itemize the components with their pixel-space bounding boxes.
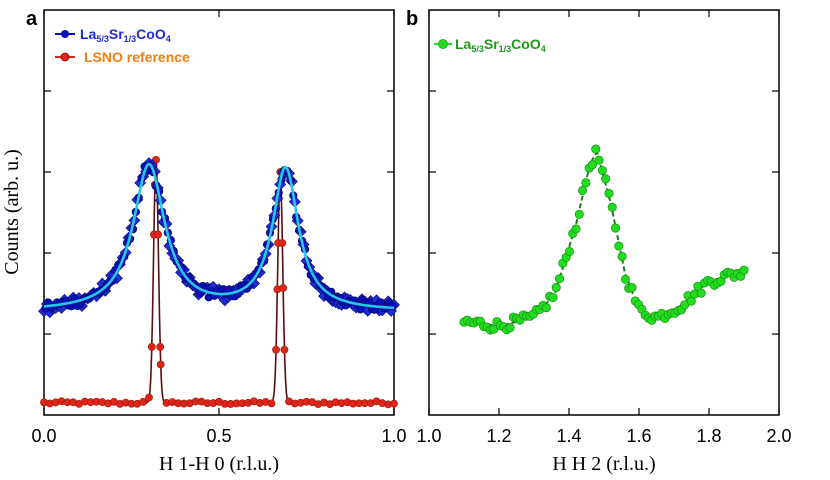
legend-marker-lsno <box>60 52 70 62</box>
lsco-b-point <box>620 274 630 284</box>
lsco-b-point <box>601 174 611 184</box>
x-tick-label-b-4: 1.8 <box>696 426 721 446</box>
lsco-b-point <box>505 323 515 333</box>
legend-entry-lsco-b: La5/3Sr1/3CoO4 <box>434 36 546 54</box>
lsco-b-point <box>627 283 637 293</box>
lsco-b-point <box>604 188 614 198</box>
panel-a-legend: La5/3Sr1/3CoO4 LSNO reference <box>55 26 190 65</box>
legend-label-lsno: LSNO reference <box>84 49 190 65</box>
lsco-b-point <box>739 265 749 275</box>
lsco-b-point <box>591 144 601 154</box>
x-tick-label-b-3: 1.6 <box>626 426 651 446</box>
panel-b-series <box>459 144 749 335</box>
lsco-b-point <box>587 160 598 170</box>
lsco-b-point <box>574 209 584 219</box>
panel-a-tick-labels: 0.0 0.5 1.0 <box>31 426 406 446</box>
lsco-b-point <box>617 251 627 262</box>
panel-b-tick-labels: 1.0 1.2 1.4 1.6 1.8 2.0 <box>416 426 791 446</box>
panel-a-series <box>38 155 400 409</box>
panel-b-chart: 1.0 1.2 1.4 1.6 1.8 2.0 H H 2 (r.l.u.) La5/3S… <box>416 9 792 475</box>
lsno-peak-point <box>156 343 165 351</box>
legend-marker-lsco-b <box>438 39 448 49</box>
x-tick-label-a-2: 1.0 <box>381 426 406 446</box>
panel-b-x-axis-label: H H 2 (r.l.u.) <box>552 453 655 475</box>
legend-entry-lsco-a: La5/3Sr1/3CoO4 <box>55 26 171 44</box>
lsco-b-point <box>564 247 574 257</box>
x-tick-label-a-1: 0.5 <box>206 426 231 446</box>
x-tick-label-b-0: 1.0 <box>416 426 441 446</box>
x-tick-label-b-5: 2.0 <box>766 426 791 446</box>
lsno-peak-point <box>280 345 289 354</box>
lsco-b-point <box>610 223 621 233</box>
lsco-b-point <box>696 288 706 298</box>
lsno-point <box>390 399 398 408</box>
legend-label-lsco-b: La5/3Sr1/3CoO4 <box>455 36 546 54</box>
x-tick-label-b-2: 1.4 <box>556 426 581 446</box>
panel-a-x-axis-label: H 1-H 0 (r.l.u.) <box>159 453 279 475</box>
lsno-point <box>156 360 165 369</box>
lsco-b-point <box>597 165 607 175</box>
panel-a-letter: a <box>26 8 38 30</box>
lsno-peak-point <box>272 345 280 354</box>
lsco-b-point <box>551 283 561 293</box>
lsno-peak-point <box>154 230 162 239</box>
lsco-b-point <box>548 292 558 303</box>
lsco-b-point <box>554 274 565 284</box>
legend-entry-lsno: LSNO reference <box>55 49 190 65</box>
lsco-b-point <box>594 155 604 165</box>
panel-b-axis-ticks <box>428 10 780 415</box>
lsno-peak-point <box>278 239 287 247</box>
panel-b-frame <box>428 9 780 416</box>
panel-b-legend: La5/3Sr1/3CoO4 <box>434 36 546 54</box>
lsco-b-point <box>581 178 591 188</box>
panel-a-chart: 0.0 0.5 1.0 H 1-H 0 (r.l.u.) Counts (arb. … <box>1 9 407 475</box>
lsno-fit-line <box>44 159 394 404</box>
lsco-circle-point <box>356 305 365 314</box>
lsco-b-point <box>571 224 581 234</box>
panel-a-frame <box>43 9 395 416</box>
lsno-peak-point <box>147 343 156 351</box>
lsno-point <box>145 393 153 402</box>
panel-a-axis-ticks <box>43 10 395 415</box>
lsno-point <box>267 399 276 408</box>
lsno-point <box>279 284 288 292</box>
lsno-point <box>139 398 148 406</box>
x-tick-label-b-1: 1.2 <box>486 426 511 446</box>
legend-label-lsco-a: La5/3Sr1/3CoO4 <box>80 26 171 44</box>
lsco-fit-line <box>43 162 395 310</box>
panel-b-letter: b <box>406 8 418 30</box>
lsco-b-point <box>578 185 588 196</box>
legend-marker-lsco-a <box>61 30 69 38</box>
lsco-b-point <box>607 202 617 212</box>
lsco-b-point <box>541 303 551 313</box>
panel-a-y-axis-label: Counts (arb. u.) <box>1 149 23 275</box>
lsco-b-point <box>614 241 624 251</box>
x-tick-label-a-0: 0.0 <box>31 426 56 446</box>
